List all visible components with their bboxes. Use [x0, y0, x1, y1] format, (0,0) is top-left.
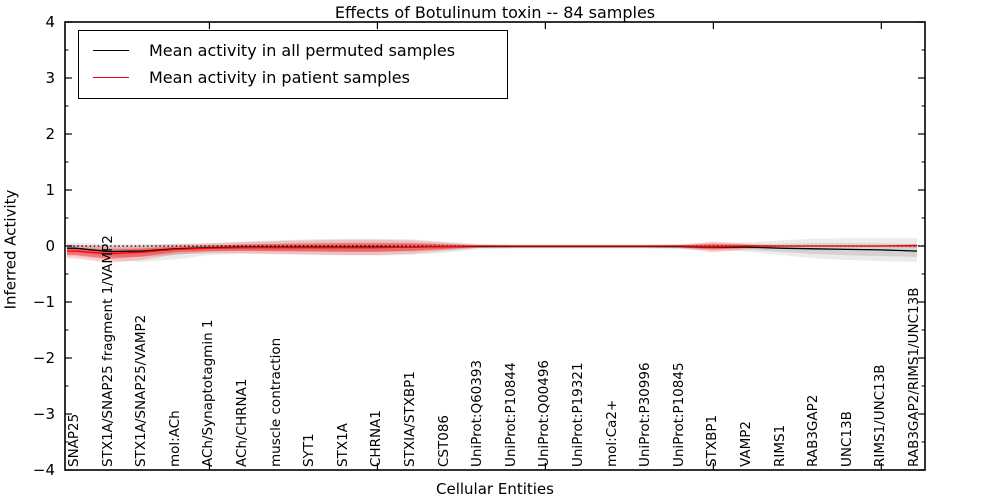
x-entity-label: UniProt:Q60393 [469, 359, 486, 467]
y-tick-label: −2 [32, 348, 55, 367]
legend-box: Mean activity in all permuted samples Me… [78, 30, 508, 99]
x-entity-label: RIMS1/UNC13B [872, 364, 889, 467]
y-tick-label: −4 [32, 460, 55, 479]
y-tick-label: 0 [45, 236, 55, 255]
y-tick-label: 3 [45, 68, 55, 87]
x-entity-label: STX1A/SNAP25/VAMP2 [133, 314, 150, 467]
chart-title: Effects of Botulinum toxin -- 84 samples [334, 3, 656, 22]
legend-item-permuted: Mean activity in all permuted samples [79, 37, 507, 64]
x-entity-label: ACh/Synaptotagmin 1 [200, 319, 217, 467]
y-tick-label: 2 [45, 124, 55, 143]
x-entity-label: UniProt:P10844 [502, 362, 519, 467]
y-tick-label: −1 [32, 292, 55, 311]
legend-swatch-patient [93, 77, 129, 78]
x-entity-label: UniProt:P19321 [569, 362, 586, 467]
x-entity-label: RAB3GAP2 [805, 394, 822, 467]
x-entity-label: CHRNA1 [368, 410, 385, 467]
legend-label-permuted: Mean activity in all permuted samples [149, 41, 456, 60]
x-entity-label: STX1A/SNAP25 fragment 1/VAMP2 [99, 235, 116, 467]
legend-label-patient: Mean activity in patient samples [149, 68, 410, 87]
x-entity-label: STX1A [334, 423, 351, 467]
x-entity-label: RAB3GAP2/RIMS1/UNC13B [905, 287, 922, 467]
legend-item-patient: Mean activity in patient samples [79, 64, 507, 91]
x-entity-label: VAMP2 [737, 421, 754, 467]
x-entity-label: RIMS1 [771, 424, 788, 467]
x-entity-label: SYT1 [301, 433, 318, 467]
x-entity-label: mol:ACh [166, 410, 183, 467]
x-entity-label: CST086 [435, 414, 452, 467]
x-entity-label: UniProt:P30996 [637, 362, 654, 467]
y-axis-label: Inferred Activity [1, 189, 20, 310]
y-tick-label: 4 [45, 12, 55, 31]
x-entity-label: UniProt:Q00496 [536, 359, 553, 467]
mean-line-patient [67, 244, 917, 255]
y-tick-label: −3 [32, 404, 55, 423]
y-tick-label: 1 [45, 180, 55, 199]
x-entity-label: ACh/CHRNA1 [234, 378, 251, 467]
x-entity-label: mol:Ca2+ [603, 399, 620, 467]
x-axis-label: Cellular Entities [436, 480, 554, 498]
band-outer-permuted [67, 238, 917, 262]
x-entity-label: muscle contraction [267, 337, 284, 467]
x-entity-label: SNAP25 [66, 413, 83, 467]
x-entity-label: UNC13B [838, 411, 855, 467]
x-entity-label: UniProt:P10845 [670, 362, 687, 467]
legend-swatch-permuted [93, 50, 129, 51]
x-entity-label: STXBP1 [704, 414, 721, 467]
x-entity-label: STXIA/STXBP1 [402, 371, 419, 467]
